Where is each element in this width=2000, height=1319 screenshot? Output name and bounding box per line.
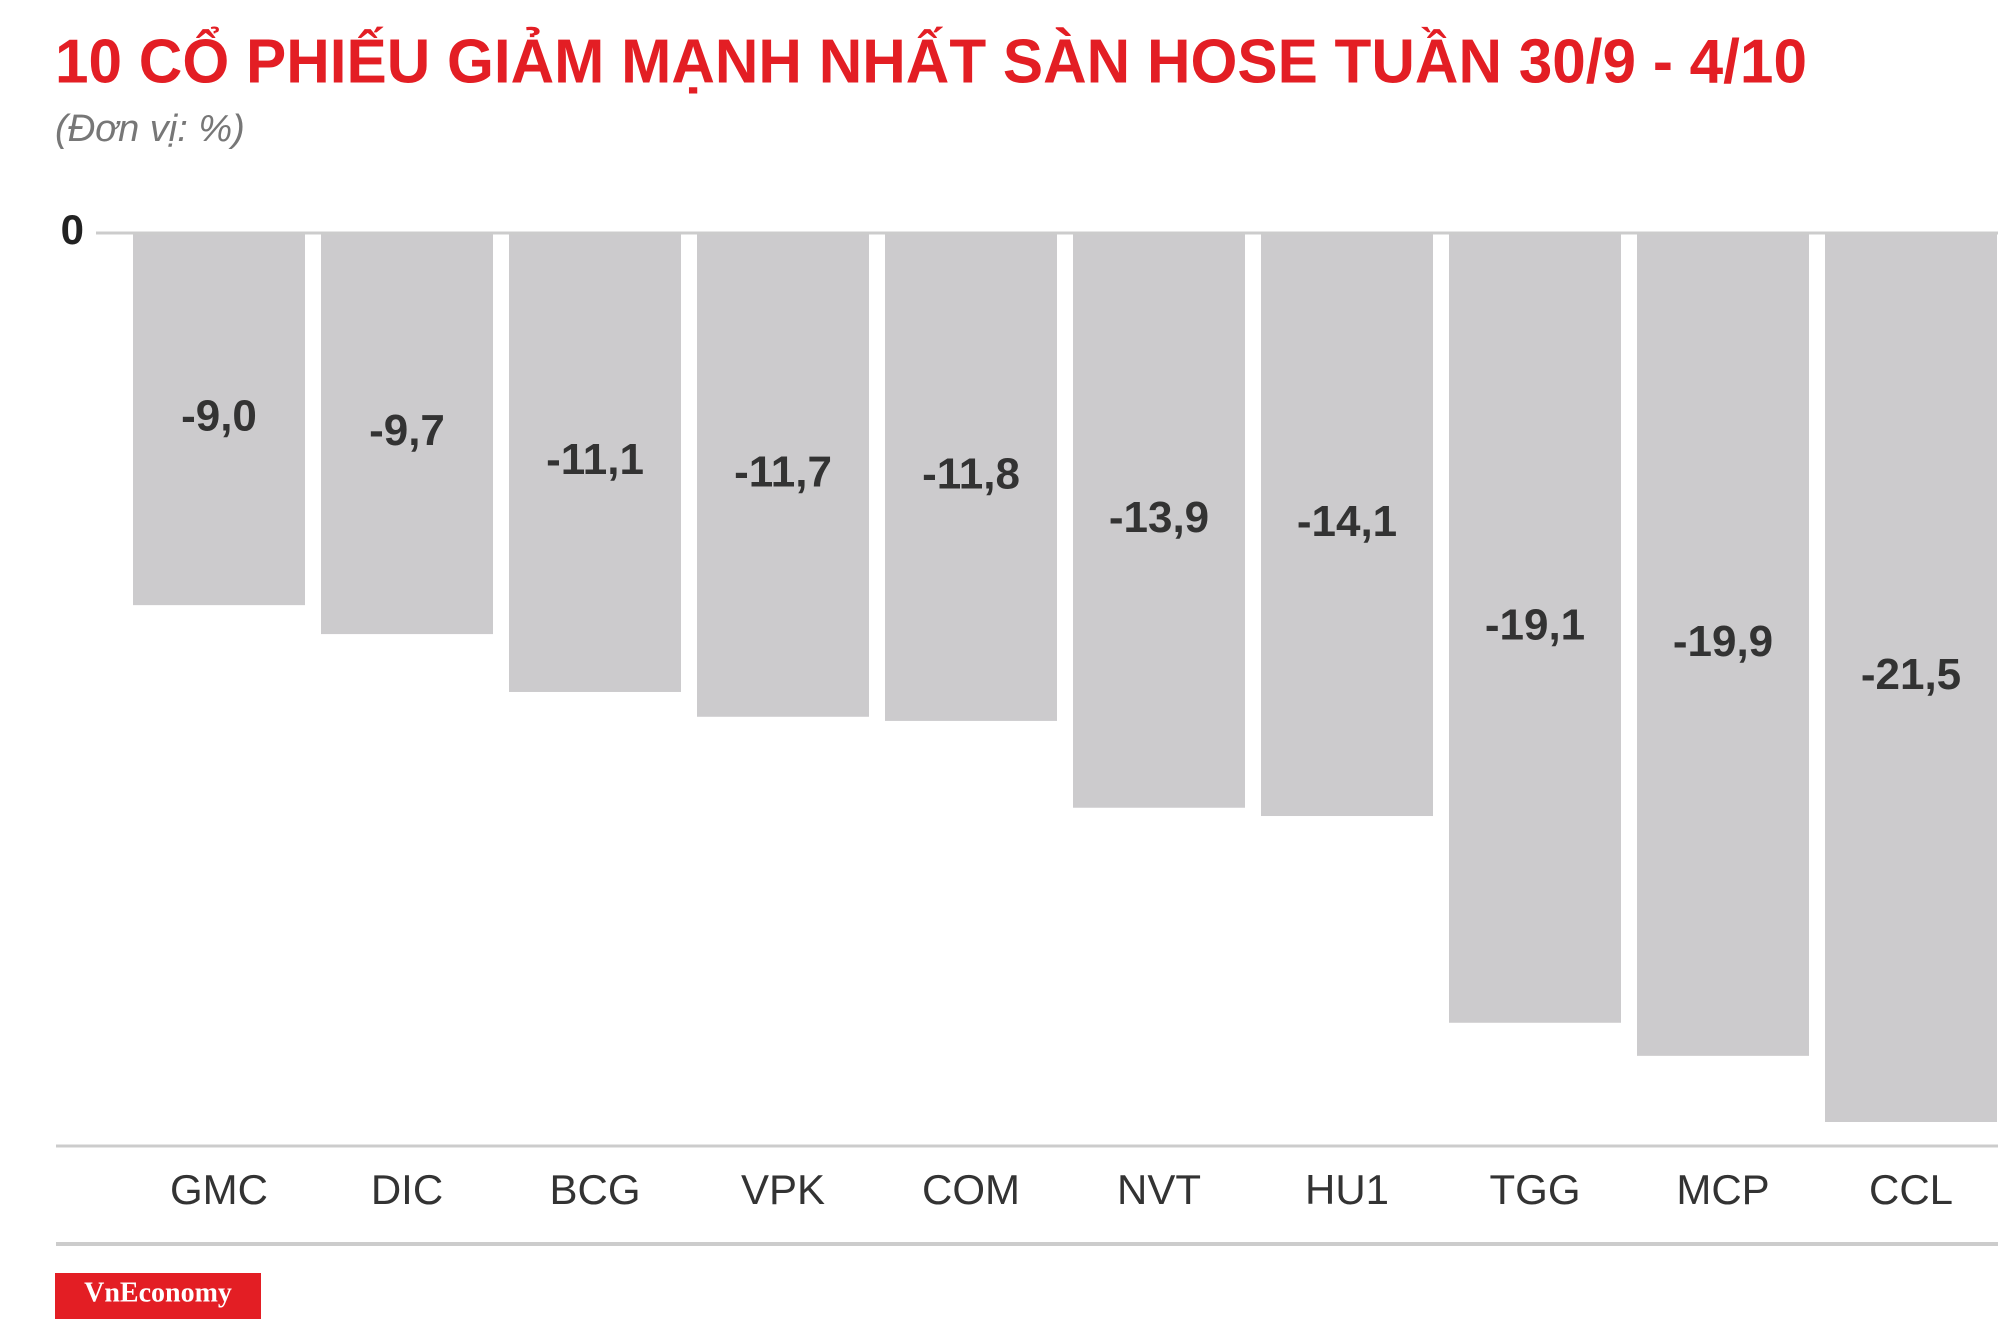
x-tick-label: CCL bbox=[1869, 1166, 1953, 1213]
bar bbox=[697, 233, 869, 717]
value-label: -14,1 bbox=[1297, 497, 1397, 546]
value-label: -13,9 bbox=[1109, 493, 1209, 542]
bar bbox=[1637, 233, 1809, 1056]
brand-logo: VnEconomy bbox=[84, 1277, 232, 1308]
x-tick-label: MCP bbox=[1676, 1166, 1769, 1213]
bar bbox=[509, 233, 681, 692]
value-label: -11,8 bbox=[922, 450, 1020, 499]
value-label: -11,1 bbox=[546, 435, 644, 484]
chart-subtitle: (Đơn vị: %) bbox=[55, 108, 245, 150]
value-label: -21,5 bbox=[1861, 650, 1961, 699]
chart-title: 10 CỔ PHIẾU GIẢM MẠNH NHẤT SÀN HOSE TUẦN… bbox=[55, 26, 1807, 96]
bar bbox=[885, 233, 1057, 721]
x-tick-label: DIC bbox=[371, 1166, 443, 1213]
value-label: -19,1 bbox=[1485, 601, 1585, 650]
value-label: -11,7 bbox=[734, 448, 832, 497]
value-label: -9,7 bbox=[369, 406, 445, 455]
bar bbox=[133, 233, 305, 606]
bar bbox=[1073, 233, 1245, 808]
bar bbox=[321, 233, 493, 635]
x-tick-label: VPK bbox=[741, 1166, 825, 1213]
value-label: -9,0 bbox=[181, 392, 257, 441]
x-tick-label: TGG bbox=[1490, 1166, 1581, 1213]
x-tick-label: GMC bbox=[170, 1166, 268, 1213]
x-tick-label: HU1 bbox=[1305, 1166, 1389, 1213]
x-tick-label: BCG bbox=[549, 1166, 640, 1213]
bar bbox=[1825, 233, 1997, 1122]
x-tick-label: NVT bbox=[1117, 1166, 1201, 1213]
x-tick-label: COM bbox=[922, 1166, 1020, 1213]
value-label: -19,9 bbox=[1673, 617, 1773, 666]
bar bbox=[1449, 233, 1621, 1023]
bar bbox=[1261, 233, 1433, 817]
y-tick-label: 0 bbox=[61, 206, 84, 253]
brand-box bbox=[55, 1273, 261, 1319]
